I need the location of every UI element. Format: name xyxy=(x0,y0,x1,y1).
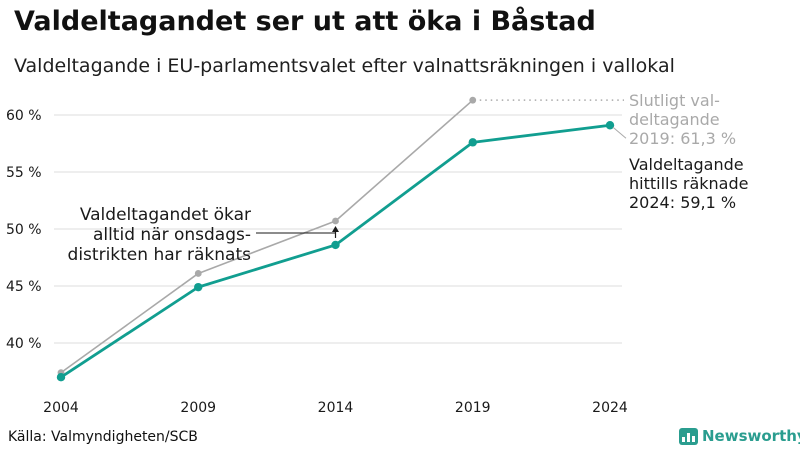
count-leader-line xyxy=(612,126,627,139)
annotation-final-label: Slutligt val-deltagande 2019: 61,3 % xyxy=(629,91,736,148)
y-tick-label: 50 % xyxy=(6,222,42,238)
y-tick-label: 45 % xyxy=(6,279,42,295)
data-point-count xyxy=(331,240,340,250)
annotation-line: Slutligt val- xyxy=(629,91,720,110)
series-line-final xyxy=(60,99,474,374)
x-tick-label: 2014 xyxy=(318,400,354,416)
source-note: Källa: Valmyndigheten/SCB xyxy=(8,429,198,445)
annotation-gap-note: Valdeltagandet ökar alltid när onsdags-di… xyxy=(68,205,252,265)
annotation-line: deltagande xyxy=(629,110,720,129)
x-tick-label: 2009 xyxy=(180,400,216,416)
newsworthy-logo-icon xyxy=(679,427,698,445)
annotation-line: alltid när onsdags- xyxy=(93,225,251,245)
brand-name: Newsworthy xyxy=(702,427,800,445)
chart-title: Valdeltagandet ser ut att öka i Båstad xyxy=(14,6,596,37)
annotation-line: Valdeltagande xyxy=(629,155,744,174)
annotation-line: hittills räknade xyxy=(629,174,748,193)
annotation-line: 2024: 59,1 % xyxy=(629,193,736,212)
data-point-count xyxy=(468,138,477,147)
annotation-line: 2019: 61,3 % xyxy=(629,129,736,148)
x-tick-label: 2024 xyxy=(592,400,628,416)
y-tick-label: 55 % xyxy=(6,165,42,181)
data-point-final xyxy=(332,217,339,225)
data-point-count xyxy=(194,282,203,292)
annotation-count-label: Valdeltagande hittills räknade 2024: 59,1 … xyxy=(629,155,748,212)
data-point-count xyxy=(605,121,615,130)
x-tick-label: 2019 xyxy=(455,400,491,416)
y-tick-label: 40 % xyxy=(6,336,42,352)
y-tick-label: 60 % xyxy=(6,108,42,124)
chart-subtitle: Valdeltagande i EU-parlamentsvalet efter… xyxy=(14,55,675,77)
data-point-final xyxy=(469,96,477,104)
data-point-count xyxy=(56,373,66,382)
brand-logo[interactable]: Newsworthy xyxy=(679,427,800,445)
annotation-line: distrikten har räknats xyxy=(68,245,252,265)
x-tick-label: 2004 xyxy=(43,400,79,416)
note-arrow-head xyxy=(332,226,339,233)
data-point-final xyxy=(194,270,202,277)
annotation-line: Valdeltagandet ökar xyxy=(80,205,251,225)
